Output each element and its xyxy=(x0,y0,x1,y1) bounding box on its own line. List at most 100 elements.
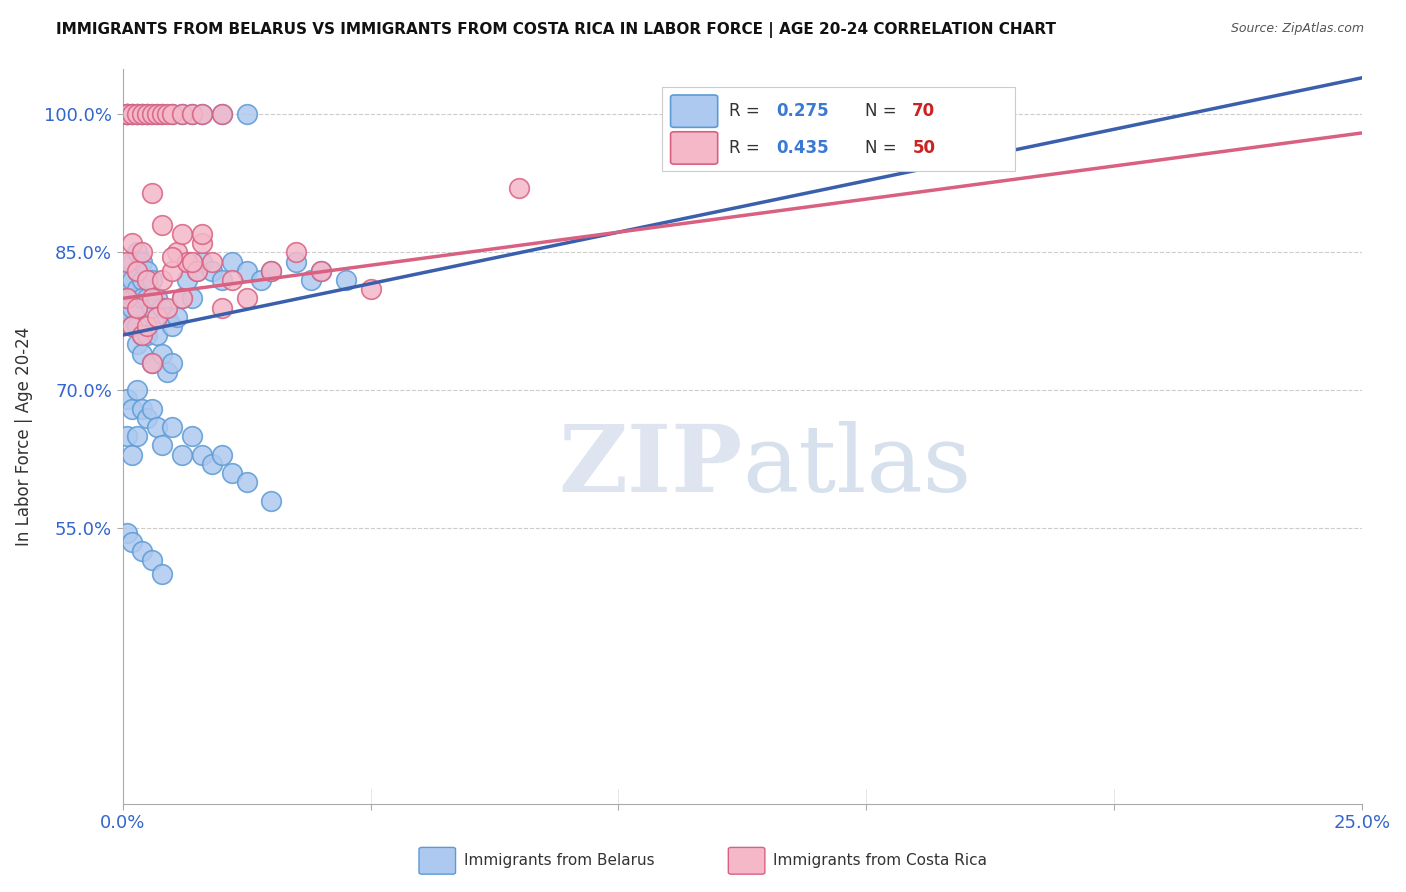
Point xyxy=(117,291,139,305)
Point xyxy=(360,282,382,296)
Point xyxy=(131,245,153,260)
Point xyxy=(141,273,163,287)
Point xyxy=(191,107,214,121)
Point xyxy=(117,392,139,407)
Point xyxy=(127,245,149,260)
Point xyxy=(121,236,143,251)
Point xyxy=(117,107,139,121)
Point xyxy=(131,107,153,121)
Point xyxy=(117,273,139,287)
Point xyxy=(141,186,163,200)
Point xyxy=(235,264,257,278)
Point xyxy=(127,301,149,315)
Point xyxy=(201,457,224,471)
Text: Immigrants from Belarus: Immigrants from Belarus xyxy=(464,854,655,868)
Point xyxy=(221,273,243,287)
Point xyxy=(146,107,169,121)
Point xyxy=(127,429,149,443)
Point xyxy=(121,318,143,333)
Point xyxy=(146,310,169,324)
Text: 70: 70 xyxy=(912,103,935,120)
Point xyxy=(121,107,143,121)
Text: R =: R = xyxy=(728,139,765,157)
Point xyxy=(191,448,214,462)
Point xyxy=(160,420,183,434)
Point xyxy=(141,107,163,121)
Point xyxy=(166,310,188,324)
Point xyxy=(117,310,139,324)
Point xyxy=(131,291,153,305)
Point xyxy=(127,107,149,121)
Point xyxy=(131,107,153,121)
Point xyxy=(211,107,233,121)
Point xyxy=(160,356,183,370)
Point xyxy=(186,264,208,278)
Point xyxy=(131,107,153,121)
Point xyxy=(156,301,179,315)
FancyBboxPatch shape xyxy=(671,95,717,128)
Point xyxy=(201,264,224,278)
Point xyxy=(131,401,153,416)
Point xyxy=(191,227,214,241)
Point xyxy=(170,227,193,241)
Point xyxy=(121,448,143,462)
Point xyxy=(131,544,153,558)
Point xyxy=(156,107,179,121)
Point xyxy=(260,264,283,278)
Point xyxy=(127,264,149,278)
Point xyxy=(127,107,149,121)
Point xyxy=(285,254,308,268)
Point xyxy=(299,273,322,287)
Point xyxy=(141,107,163,121)
Point xyxy=(117,107,139,121)
Text: N =: N = xyxy=(865,103,903,120)
Point xyxy=(121,254,143,268)
Point xyxy=(160,318,183,333)
Point xyxy=(136,318,159,333)
Point xyxy=(201,254,224,268)
Point xyxy=(141,401,163,416)
Point xyxy=(127,301,149,315)
Point xyxy=(131,328,153,343)
Point xyxy=(141,356,163,370)
Point xyxy=(146,291,169,305)
Point xyxy=(221,466,243,480)
Point xyxy=(176,254,198,268)
Point xyxy=(127,384,149,398)
FancyBboxPatch shape xyxy=(662,87,1015,171)
Point xyxy=(170,291,193,305)
Point xyxy=(285,245,308,260)
Point xyxy=(150,218,173,232)
Point xyxy=(260,493,283,508)
Point xyxy=(250,273,273,287)
Point xyxy=(117,429,139,443)
Point xyxy=(221,254,243,268)
Text: N =: N = xyxy=(865,139,903,157)
Text: 0.275: 0.275 xyxy=(776,103,828,120)
Point xyxy=(160,107,183,121)
Text: 0.435: 0.435 xyxy=(776,139,828,157)
Point xyxy=(181,254,204,268)
Point xyxy=(146,107,169,121)
Point xyxy=(136,273,159,287)
Point xyxy=(121,318,143,333)
Point xyxy=(160,250,183,264)
Point xyxy=(170,107,193,121)
Point xyxy=(181,107,204,121)
Point xyxy=(131,328,153,343)
Point xyxy=(127,318,149,333)
Point xyxy=(141,291,163,305)
FancyBboxPatch shape xyxy=(671,132,717,164)
Point xyxy=(181,429,204,443)
Point xyxy=(136,328,159,343)
Point xyxy=(117,291,139,305)
Point xyxy=(141,553,163,567)
Point xyxy=(136,410,159,425)
Point xyxy=(141,356,163,370)
Point xyxy=(211,448,233,462)
Point xyxy=(127,282,149,296)
Point xyxy=(170,448,193,462)
Text: ZIP: ZIP xyxy=(558,421,742,511)
Point xyxy=(235,107,257,121)
Point xyxy=(127,107,149,121)
